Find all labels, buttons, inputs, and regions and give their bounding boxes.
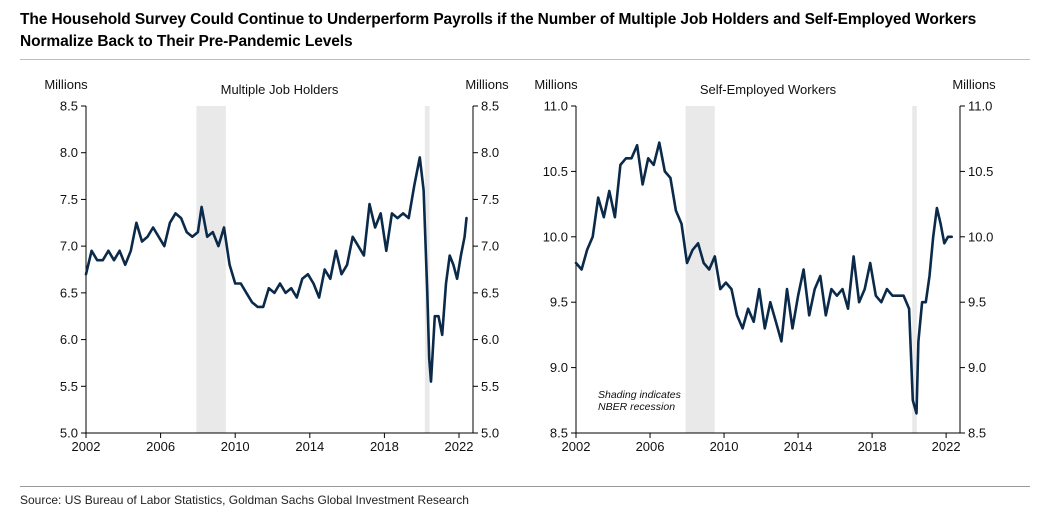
y-tick-label-right: 6.5	[481, 285, 499, 300]
panel-title: Self-Employed Workers	[700, 82, 837, 97]
y-tick-label-left: 8.5	[550, 426, 568, 441]
y-tick-label-right: 8.0	[481, 145, 499, 160]
x-tick-label: 2010	[710, 439, 739, 454]
x-tick-label: 2014	[784, 439, 813, 454]
x-tick-label: 2022	[932, 439, 961, 454]
series-line	[84, 156, 468, 383]
y-tick-label-left: 5.0	[60, 426, 78, 441]
y-tick-label-right: 7.5	[481, 192, 499, 207]
y-tick-label-left: 8.5	[60, 99, 78, 114]
x-tick-label: 2002	[562, 439, 591, 454]
panel-title: Multiple Job Holders	[221, 82, 339, 97]
x-tick-label: 2002	[72, 439, 101, 454]
x-tick-label: 2006	[146, 439, 175, 454]
source-divider	[20, 486, 1030, 487]
y-tick-label-left: 11.0	[544, 99, 568, 114]
title-divider	[20, 59, 1030, 60]
y-tick-label-right: 6.0	[481, 332, 499, 347]
recession-shading-2	[912, 106, 917, 433]
chart-title-line-2: Normalize Back to Their Pre-Pandemic Lev…	[20, 33, 353, 50]
y-tick-label-left: 9.0	[550, 360, 568, 375]
annotation-text: NBER recession	[598, 401, 675, 413]
y-tick-label-right: 7.0	[481, 239, 499, 254]
y-tick-label-left: 10.0	[543, 229, 568, 244]
chart-panel-1: 5.0 5.0 5.5 5.5 6.0 6.0 6.5 6.5 7.0 7.0 7.5 7.5 8.0 8…	[44, 77, 509, 454]
x-tick-label: 2022	[445, 439, 474, 454]
x-tick-label: 2018	[858, 439, 887, 454]
annotation-text: Shading indicates	[598, 389, 682, 401]
y-tick-label-right: 8.5	[968, 426, 986, 441]
y-axis-label-left: Millions	[44, 77, 88, 92]
y-tick-label-right: 5.0	[481, 426, 499, 441]
y-axis-label-right: Millions	[952, 77, 996, 92]
y-tick-label-left: 6.0	[60, 332, 78, 347]
y-tick-label-right: 9.0	[968, 360, 986, 375]
y-tick-label-right: 5.5	[481, 379, 499, 394]
y-tick-label-right: 8.5	[481, 99, 499, 114]
chart-title: The Household Survey Could Continue to U…	[20, 9, 1030, 53]
recession-shading-1	[196, 106, 226, 433]
y-axis-label-right: Millions	[465, 77, 509, 92]
x-tick-label: 2010	[221, 439, 250, 454]
series-line	[574, 141, 954, 415]
source-note: Source: US Bureau of Labor Statistics, G…	[20, 493, 469, 507]
y-tick-label-right: 9.5	[968, 295, 986, 310]
y-tick-label-right: 10.0	[968, 229, 993, 244]
y-tick-label-left: 8.0	[60, 145, 78, 160]
y-tick-label-left: 7.0	[60, 239, 78, 254]
y-tick-label-right: 10.5	[968, 164, 993, 179]
chart-title-line-1: The Household Survey Could Continue to U…	[20, 11, 977, 28]
y-tick-label-right: 11.0	[968, 99, 992, 114]
chart-panel-2: 8.5 8.5 9.0 9.0 9.5 9.5 10.0 10.0 10.5 10.5 11.0 11…	[534, 77, 996, 454]
y-tick-label-left: 5.5	[60, 379, 78, 394]
x-tick-label: 2006	[636, 439, 665, 454]
y-axis-label-left: Millions	[534, 77, 578, 92]
y-tick-label-left: 6.5	[60, 285, 78, 300]
y-tick-label-left: 10.5	[543, 164, 568, 179]
x-tick-label: 2014	[295, 439, 324, 454]
y-tick-label-left: 7.5	[60, 192, 78, 207]
x-tick-label: 2018	[370, 439, 399, 454]
y-tick-label-left: 9.5	[550, 295, 568, 310]
